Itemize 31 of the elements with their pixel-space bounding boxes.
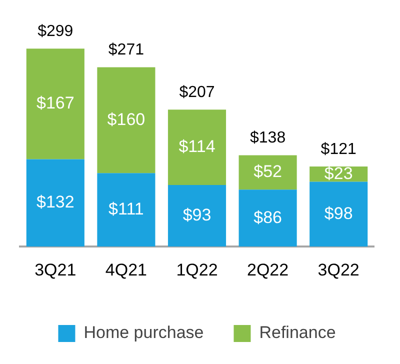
bar xyxy=(26,159,84,247)
bar xyxy=(238,190,297,247)
bar xyxy=(97,67,156,174)
data-label: $52 xyxy=(254,162,282,182)
data-label: $132 xyxy=(36,192,74,212)
bar xyxy=(26,48,84,160)
data-label: $160 xyxy=(107,110,146,129)
data-label: $167 xyxy=(36,94,74,113)
total-label: $271 xyxy=(108,42,144,59)
total-label: $207 xyxy=(179,84,215,101)
bar xyxy=(310,182,368,247)
x-tick-label: 4Q21 xyxy=(105,260,147,280)
bar xyxy=(238,155,297,190)
x-tick-label: 3Q22 xyxy=(318,260,360,280)
x-tick-label: 1Q22 xyxy=(176,260,218,280)
data-label: $23 xyxy=(324,164,353,183)
bar xyxy=(168,185,226,247)
total-label: $138 xyxy=(250,130,286,147)
total-label: $299 xyxy=(38,23,74,40)
total-label: $121 xyxy=(320,140,356,158)
x-tick-label: 2Q22 xyxy=(247,260,289,280)
data-label: $111 xyxy=(108,200,144,219)
data-label: $114 xyxy=(178,136,216,156)
legend-label: Home purchase xyxy=(84,323,204,342)
bar xyxy=(168,110,226,186)
legend-label: Refinance xyxy=(259,323,336,342)
x-tick-label: 3Q21 xyxy=(34,260,76,280)
data-label: $98 xyxy=(324,204,353,223)
data-label: $93 xyxy=(182,206,212,225)
data-label: $86 xyxy=(254,208,282,227)
bar xyxy=(97,173,156,247)
